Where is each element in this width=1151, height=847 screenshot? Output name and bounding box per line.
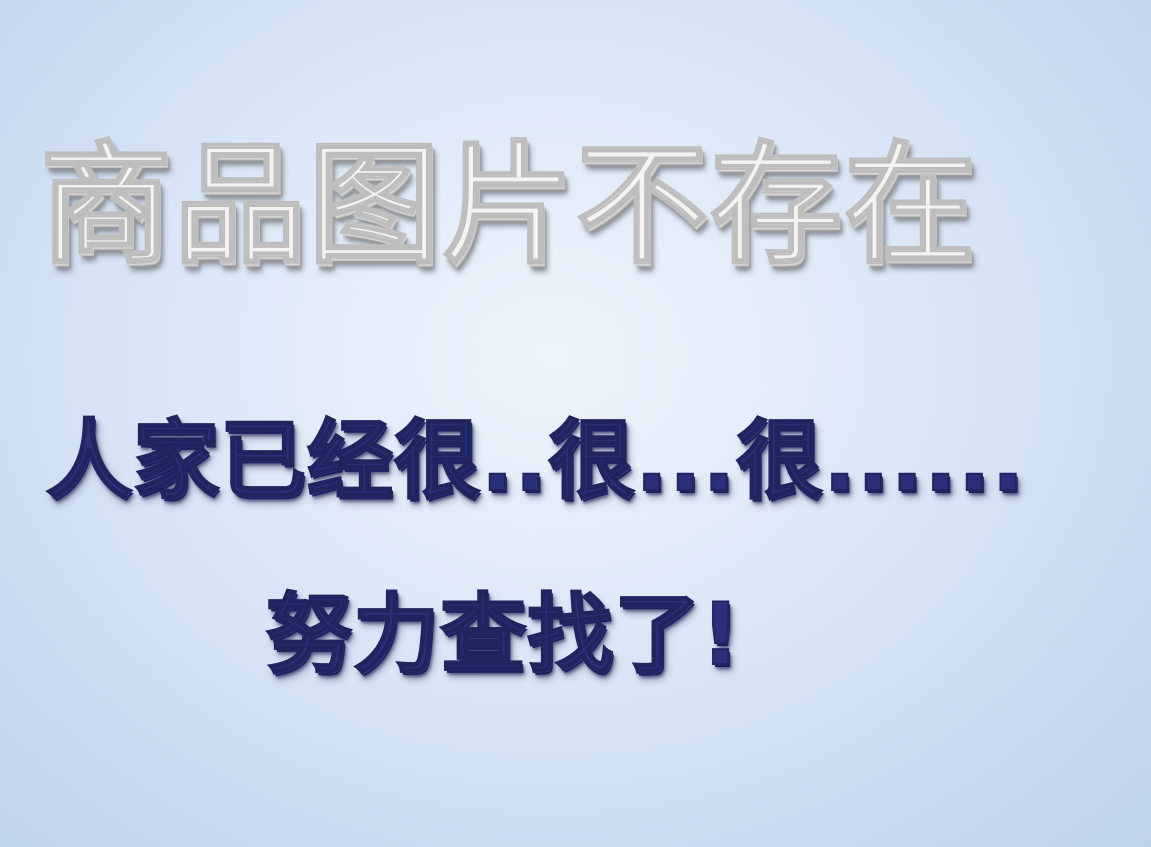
image-missing-title: 商品图片不存在 xyxy=(39,129,978,283)
searching-message-line-1: 人家已经很..很...很...... xyxy=(45,411,1026,511)
searching-message-line-2: 努力查找了! xyxy=(265,585,742,685)
